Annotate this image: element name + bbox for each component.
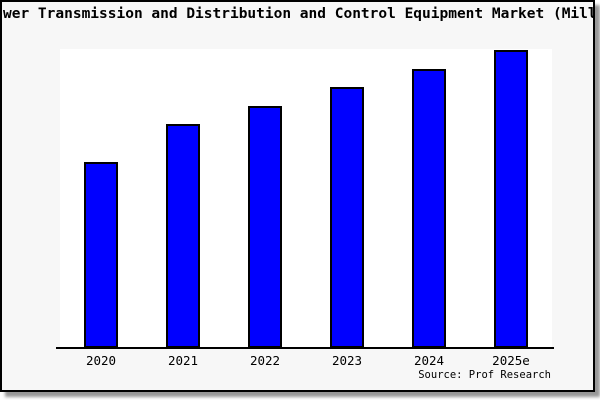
bar-2024 — [412, 69, 446, 348]
bar-2021 — [166, 124, 200, 348]
x-tick-label-2023: 2023 — [331, 353, 363, 368]
plot-area — [60, 49, 552, 348]
bar-2020 — [84, 162, 118, 348]
bar-2022 — [248, 106, 282, 348]
x-tick-label-2021: 2021 — [167, 353, 199, 368]
chart-title: wer Transmission and Distribution and Co… — [3, 6, 595, 22]
x-tick-label-2024: 2024 — [413, 353, 445, 368]
x-tick-label-2020: 2020 — [85, 353, 117, 368]
bar-2023 — [330, 87, 364, 348]
x-axis-line — [56, 347, 554, 349]
source-note: Source: Prof Research — [418, 369, 551, 381]
x-tick-label-2022: 2022 — [249, 353, 281, 368]
x-tick-label-2025e: 2025e — [492, 353, 530, 368]
chart-card: wer Transmission and Distribution and Co… — [0, 0, 595, 392]
bar-2025e — [494, 50, 528, 348]
